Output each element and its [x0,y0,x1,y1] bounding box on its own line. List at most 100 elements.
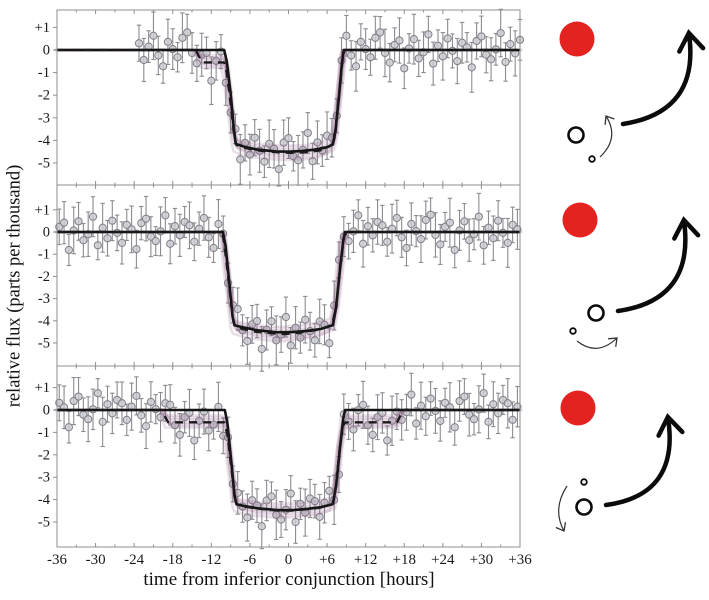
planet-icon [567,126,585,144]
error-bars [136,8,523,187]
data-point [291,517,300,527]
x-tick-label: -24 [124,552,144,568]
data-point [161,211,170,220]
x-tick-label: -6 [244,552,257,568]
data-point [117,399,127,408]
data-point [64,245,73,255]
data-point [508,415,517,424]
data-point [310,336,319,345]
data-point [383,237,392,246]
data-point [477,32,486,41]
data-point [207,76,216,85]
data-point [378,221,387,230]
data-point [296,333,305,342]
posterior-sample-line [59,230,523,341]
y-tick-label: -3 [38,110,50,126]
data-point [436,416,445,426]
y-tick-label: +1 [35,20,50,36]
posterior-sample-line [57,408,521,516]
data-point [414,54,423,63]
data-point [245,150,255,159]
data-point [286,489,295,498]
posterior-sample-line [56,48,520,149]
data-point [103,234,112,243]
data-point [445,218,455,227]
data-point [325,486,334,495]
data-point [141,422,151,431]
data-point [347,51,356,60]
moon-orbit-arrow-icon [599,115,615,158]
star-icon [560,390,596,426]
data-point [303,128,312,138]
data-point [486,55,496,64]
light-curve-panel-3: +1 0 -1 -2 -3 -4 -5 [35,365,523,550]
data-point [190,436,199,445]
x-axis-title: time from inferior conjunction [hours] [143,569,435,590]
data-point [402,243,411,253]
data-point [243,513,252,522]
y-tick-label: -2 [38,88,50,104]
data-point [79,236,88,245]
data-point [281,312,291,322]
x-tick-label: -18 [163,552,183,568]
data-point [421,412,430,421]
data-point [438,52,447,61]
data-point [443,34,452,43]
data-point [376,28,385,37]
data-point [450,245,459,255]
data-point [154,51,163,60]
y-tick-label: -4 [38,133,51,149]
data-point [132,391,141,400]
data-point [479,389,488,398]
y-tick-label: +1 [35,380,50,396]
data-point [236,155,245,164]
data-point [93,241,102,250]
data-point [178,33,187,42]
moon-orbit-arrow-icon [576,337,618,349]
data-point [122,415,131,424]
data-point [277,515,286,524]
data-point [479,241,488,250]
data-point [204,426,213,435]
data-point [192,59,201,68]
data-point [132,244,141,254]
data-point [349,425,358,434]
data-point [467,63,476,72]
data-point [354,211,363,220]
y-tick-label: -3 [38,291,50,307]
posterior-sample-line [54,230,518,343]
data-point [134,39,144,48]
data-point [315,512,324,521]
planet-moon-model-line [56,230,521,336]
planet-orbit-arrow-icon [620,29,706,127]
data-point [173,53,182,62]
y-tick-label: -1 [38,65,50,81]
data-points [55,389,522,531]
y-tick-label: -5 [38,156,50,172]
data-point [98,223,107,232]
star-icon [562,202,598,238]
data-point [214,219,223,229]
light-curve-panel-2: +1 0 -1 -2 -3 -4 -5 [35,184,523,372]
data-point [368,430,377,439]
x-tick-label: +18 [393,552,416,568]
data-point [429,59,438,68]
y-tick-label: 0 [43,43,50,59]
y-tick-label: -5 [38,336,50,352]
x-tick-label: -36 [47,552,67,568]
data-point [460,217,469,226]
data-point [469,415,479,424]
data-point [151,237,160,246]
data-point [248,496,257,505]
y-tick-label: -5 [38,515,50,531]
posterior-sample-line [54,408,518,520]
data-point [274,165,283,174]
data-point [141,214,151,223]
data-point [267,317,276,326]
data-point [233,304,242,314]
data-point [84,415,93,424]
planet-orbit-arrow-icon [603,413,685,508]
data-point [108,216,117,225]
data-point [407,390,416,399]
x-tick-label: 0 [285,552,293,568]
